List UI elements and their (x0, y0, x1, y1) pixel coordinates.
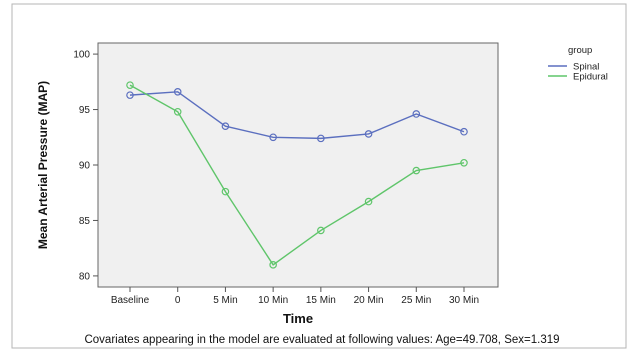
x-axis-title: Time (283, 311, 313, 326)
data-point-spinal (221, 122, 230, 130)
data-point-epidural (317, 226, 325, 235)
data-point-spinal (269, 133, 277, 142)
y-tick-label: 85 (79, 216, 91, 227)
x-tick-label: 0 (175, 295, 181, 306)
data-point-epidural (412, 166, 421, 175)
data-point-spinal (412, 110, 421, 118)
data-point-spinal (126, 91, 134, 99)
series-line-spinal (129, 91, 465, 140)
y-tick-label: 95 (79, 105, 91, 116)
data-point-epidural (173, 107, 182, 116)
x-tick-label: 10 Min (258, 295, 288, 306)
data-point-epidural (126, 81, 134, 89)
data-point-spinal (460, 127, 468, 136)
y-tick-label: 100 (73, 50, 90, 61)
legend-title: group (568, 45, 592, 56)
x-tick-label: Baseline (111, 295, 150, 306)
legend-label-spinal: Spinal (573, 62, 599, 73)
x-tick-label: 5 Min (213, 295, 237, 306)
y-axis-title: Mean Arterial Pressure (MAP) (36, 81, 50, 249)
series-line-epidural (129, 84, 465, 266)
legend-label-epidural: Epidural (573, 72, 608, 83)
x-tick-label: 15 Min (306, 295, 336, 306)
x-tick-label: 25 Min (401, 295, 431, 306)
covariates-footnote: Covariates appearing in the model are ev… (84, 334, 559, 346)
data-point-spinal (173, 88, 182, 96)
data-point-epidural (221, 187, 230, 196)
y-tick-label: 80 (79, 271, 91, 282)
x-tick-label: 20 Min (354, 295, 384, 306)
series-layer (126, 81, 468, 269)
x-tick-label: 30 Min (449, 295, 479, 306)
y-tick-label: 90 (79, 161, 91, 172)
chart-frame (11, 3, 627, 349)
data-point-epidural (460, 158, 468, 167)
x-axis: Baseline 0 5 Min 10 Min 15 Min 20 Min 25 Min 30… (111, 287, 479, 306)
plot-area (97, 42, 499, 288)
data-point-spinal (364, 130, 373, 138)
data-point-epidural (364, 197, 373, 206)
data-point-spinal (317, 134, 325, 143)
data-point-epidural (269, 261, 277, 269)
y-axis: 80 85 90 95 100 (73, 50, 98, 282)
